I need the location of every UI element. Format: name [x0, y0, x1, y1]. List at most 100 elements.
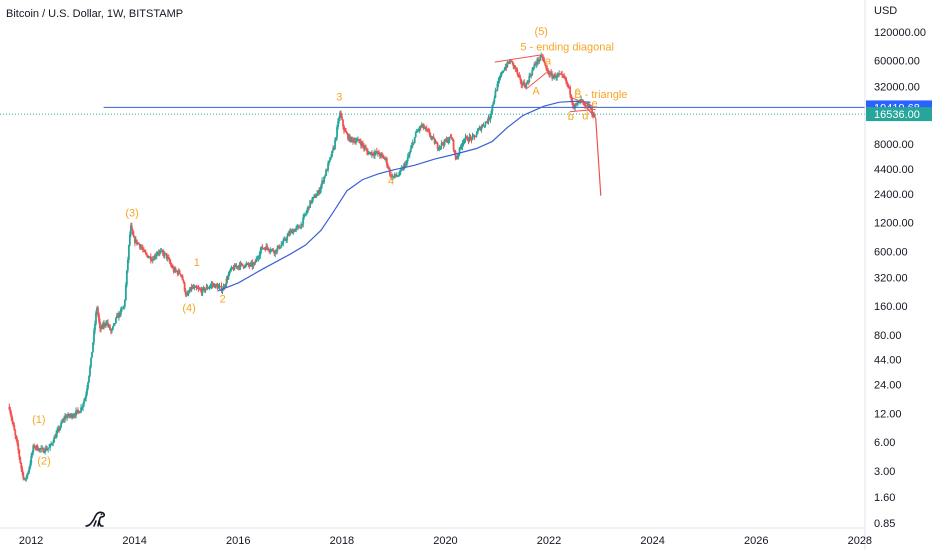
candle-body	[472, 135, 475, 137]
candle-body	[55, 433, 58, 439]
tradingview-logo-icon[interactable]	[85, 511, 106, 527]
candle-body	[590, 107, 592, 109]
candle-body	[130, 225, 133, 230]
candle-body	[390, 175, 393, 179]
candle-body	[420, 125, 423, 128]
candle-body	[143, 249, 146, 253]
candle-body	[93, 330, 95, 343]
candle-body	[348, 135, 350, 140]
candle-body	[439, 146, 442, 148]
candle-body	[328, 160, 330, 164]
candle-body	[400, 168, 403, 170]
candle-body	[315, 196, 318, 198]
candle-body	[513, 65, 516, 67]
candle-body	[414, 132, 417, 138]
candle-body	[358, 139, 360, 142]
candle-body	[537, 59, 540, 62]
candle-body	[289, 231, 292, 235]
candle-body	[39, 448, 42, 450]
candle-body	[265, 245, 268, 251]
candle-body	[576, 103, 578, 105]
candle-body	[211, 284, 214, 286]
candle-body	[434, 142, 437, 144]
candle-body	[238, 265, 241, 268]
candle-body	[118, 312, 121, 315]
candle-body	[417, 129, 420, 131]
candle-body	[193, 287, 196, 289]
candle-body	[329, 157, 331, 161]
candle-body	[499, 76, 502, 79]
candle-body	[462, 141, 465, 144]
candle-body	[530, 74, 533, 76]
candle-body	[445, 139, 448, 142]
candle-body	[290, 230, 293, 232]
candle-body	[141, 248, 144, 250]
candle-body	[335, 137, 337, 140]
candle-body	[128, 234, 131, 246]
candle-body	[12, 421, 15, 426]
candle-body	[380, 153, 383, 155]
candle-body	[589, 105, 591, 109]
candle-body	[489, 115, 492, 120]
candle-body	[215, 284, 218, 286]
candle-body	[181, 275, 184, 281]
candle-body	[266, 245, 269, 249]
candle-body	[82, 404, 84, 408]
candle-body	[175, 270, 178, 272]
candle-body	[8, 406, 11, 410]
candle-body	[413, 137, 416, 144]
candle-body	[73, 415, 75, 417]
candle-body	[433, 138, 436, 144]
candle-body	[531, 69, 534, 75]
candle-body	[278, 245, 281, 249]
candle-body	[261, 246, 264, 249]
candle-body	[163, 252, 166, 256]
candle-body	[586, 105, 588, 107]
candle-body	[425, 127, 428, 130]
candle-body	[200, 289, 203, 294]
candle-body	[336, 127, 338, 138]
candle-body	[83, 400, 85, 405]
candle-body	[350, 137, 352, 142]
candle-body	[146, 255, 149, 258]
candle-body	[374, 151, 377, 153]
ending-diagonal-line	[525, 72, 547, 90]
candle-body	[147, 257, 150, 259]
candle-body	[512, 62, 515, 67]
wave-label: (3)	[125, 207, 138, 219]
candle-body	[9, 409, 12, 414]
candle-body	[31, 452, 34, 456]
candle-body	[517, 73, 520, 76]
candle-body	[99, 321, 101, 329]
candle-body	[232, 268, 235, 270]
candle-body	[37, 449, 40, 451]
candle-body	[321, 180, 323, 186]
candle-body	[479, 127, 482, 131]
candle-body	[271, 249, 274, 251]
candle-body	[353, 140, 355, 142]
candle-body	[209, 285, 212, 287]
candle-body	[47, 448, 50, 450]
candle-body	[64, 416, 67, 420]
candle-body	[155, 254, 158, 257]
candle-body	[135, 239, 138, 244]
candle-body	[115, 317, 117, 324]
ending-diagonal-line	[494, 54, 542, 63]
candle-body	[268, 250, 271, 252]
candle-body	[165, 253, 168, 259]
candle-body	[273, 251, 276, 254]
candle-body	[263, 248, 266, 250]
candle-body	[78, 411, 80, 414]
candle-body	[460, 146, 463, 148]
candle-body	[224, 284, 227, 287]
candle-body	[316, 193, 319, 197]
candle-body	[167, 257, 170, 259]
candle-body	[312, 197, 315, 200]
candle-body	[292, 230, 295, 234]
candle-body	[317, 190, 320, 194]
candle-body	[526, 81, 529, 84]
candle-body	[465, 136, 468, 138]
wave-label: 2	[220, 293, 226, 305]
candle-body	[29, 463, 32, 468]
